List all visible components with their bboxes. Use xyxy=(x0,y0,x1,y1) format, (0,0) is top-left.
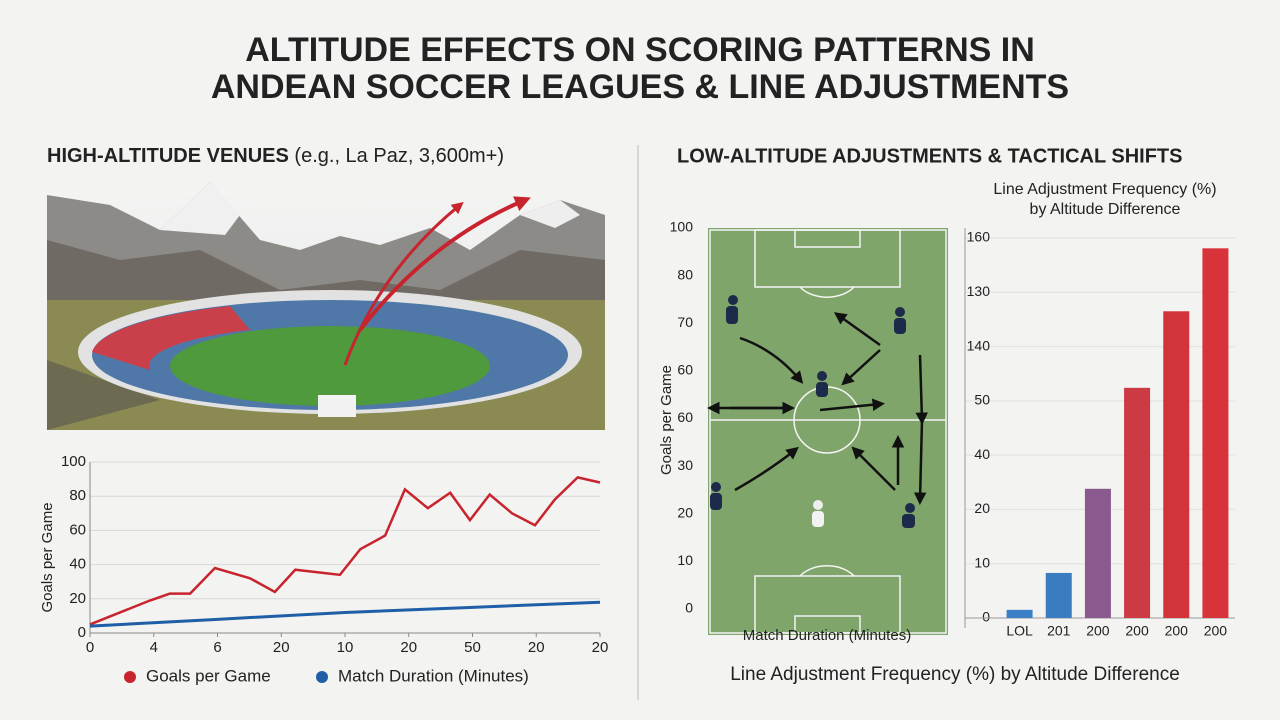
bar-title: by Altitude Difference xyxy=(1030,201,1181,218)
pitch-scale-label: 60 xyxy=(677,362,693,378)
x-tick-label: 201 xyxy=(1047,623,1071,639)
y-tick-label: 40 xyxy=(974,446,990,462)
pitch xyxy=(707,228,948,635)
x-tick-label: 20 xyxy=(592,639,609,656)
x-tick-label: 20 xyxy=(528,639,545,656)
pitch-scale-label: 10 xyxy=(677,552,693,568)
bar xyxy=(1006,609,1033,618)
pitch-scale-label: 0 xyxy=(685,600,693,616)
stadium-illustration xyxy=(47,182,605,430)
bar xyxy=(1163,311,1190,618)
series-line xyxy=(89,600,601,628)
legend-swatch xyxy=(316,671,328,683)
title-line: ANDEAN SOCCER LEAGUES & LINE ADJUSTMENTS xyxy=(211,68,1069,106)
y-tick-label: 40 xyxy=(69,556,86,573)
bar xyxy=(1045,572,1072,618)
heading-bold: HIGH-ALTITUDE VENUES xyxy=(47,145,289,167)
bar-chart: Line Adjustment Frequency (%) by Altitude… xyxy=(964,181,1235,639)
x-tick-label: 4 xyxy=(150,639,158,656)
bar xyxy=(1124,387,1151,618)
y-tick-label: 0 xyxy=(982,609,990,625)
legend-label: Goals per Game xyxy=(146,666,271,685)
y-tick-label: 60 xyxy=(69,521,86,538)
y-tick-label: 0 xyxy=(78,624,86,641)
x-tick-label: 200 xyxy=(1165,623,1189,639)
bar-title: Line Adjustment Frequency (%) xyxy=(993,181,1216,198)
x-tick-label: 200 xyxy=(1086,623,1110,639)
y-tick-label: 10 xyxy=(974,554,990,570)
pitch-x-label: Match Duration (Minutes) xyxy=(743,627,911,644)
title-line: ALTITUDE EFFECTS ON SCORING PATTERNS IN xyxy=(245,31,1035,69)
pitch-scale-label: 100 xyxy=(670,219,694,235)
y-tick-label: 160 xyxy=(967,229,991,245)
x-tick-label: 20 xyxy=(400,639,417,656)
right-heading: LOW-ALTITUDE ADJUSTMENTS & TACTICAL SHIF… xyxy=(677,145,1183,167)
x-tick-label: 200 xyxy=(1204,623,1228,639)
legend-label: Match Duration (Minutes) xyxy=(338,666,529,685)
x-tick-label: 50 xyxy=(464,639,481,656)
x-tick-label: 200 xyxy=(1125,623,1149,639)
bar xyxy=(1202,248,1229,619)
pitch-scale-label: 80 xyxy=(677,266,693,282)
x-tick-label: 6 xyxy=(213,639,221,656)
x-tick-label: 10 xyxy=(337,639,354,656)
pitch-scale-label: 30 xyxy=(677,457,693,473)
x-tick-label: 0 xyxy=(86,639,94,656)
y-axis-label: Goals per Game xyxy=(39,502,56,612)
y-tick-label: 100 xyxy=(61,453,86,470)
legend-swatch xyxy=(124,671,136,683)
pitch-scale-label: 70 xyxy=(677,314,693,330)
x-tick-label: 20 xyxy=(273,639,290,656)
series-line xyxy=(89,476,601,626)
bar xyxy=(1084,488,1111,618)
pitch-y-label: Goals per Game xyxy=(658,365,675,475)
y-tick-label: 20 xyxy=(69,590,86,607)
pitch-scale-label: 60 xyxy=(677,409,693,425)
heading-rest: (e.g., La Paz, 3,600m+) xyxy=(294,145,504,167)
pitch-scale-label: 20 xyxy=(677,504,693,520)
y-tick-label: 80 xyxy=(69,487,86,504)
y-tick-label: 50 xyxy=(974,392,990,408)
left-heading: HIGH-ALTITUDE VENUES (e.g., La Paz, 3,60… xyxy=(47,145,504,167)
y-tick-label: 20 xyxy=(974,500,990,516)
y-tick-label: 140 xyxy=(967,337,991,353)
caption: Line Adjustment Frequency (%) by Altitud… xyxy=(730,664,1180,685)
y-tick-label: 130 xyxy=(967,283,991,299)
x-tick-label: LOL xyxy=(1006,623,1033,639)
